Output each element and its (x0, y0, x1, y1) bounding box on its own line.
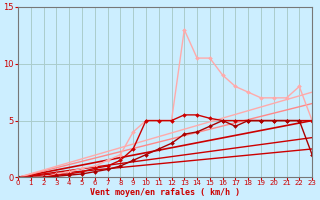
X-axis label: Vent moyen/en rafales ( km/h ): Vent moyen/en rafales ( km/h ) (90, 188, 240, 197)
